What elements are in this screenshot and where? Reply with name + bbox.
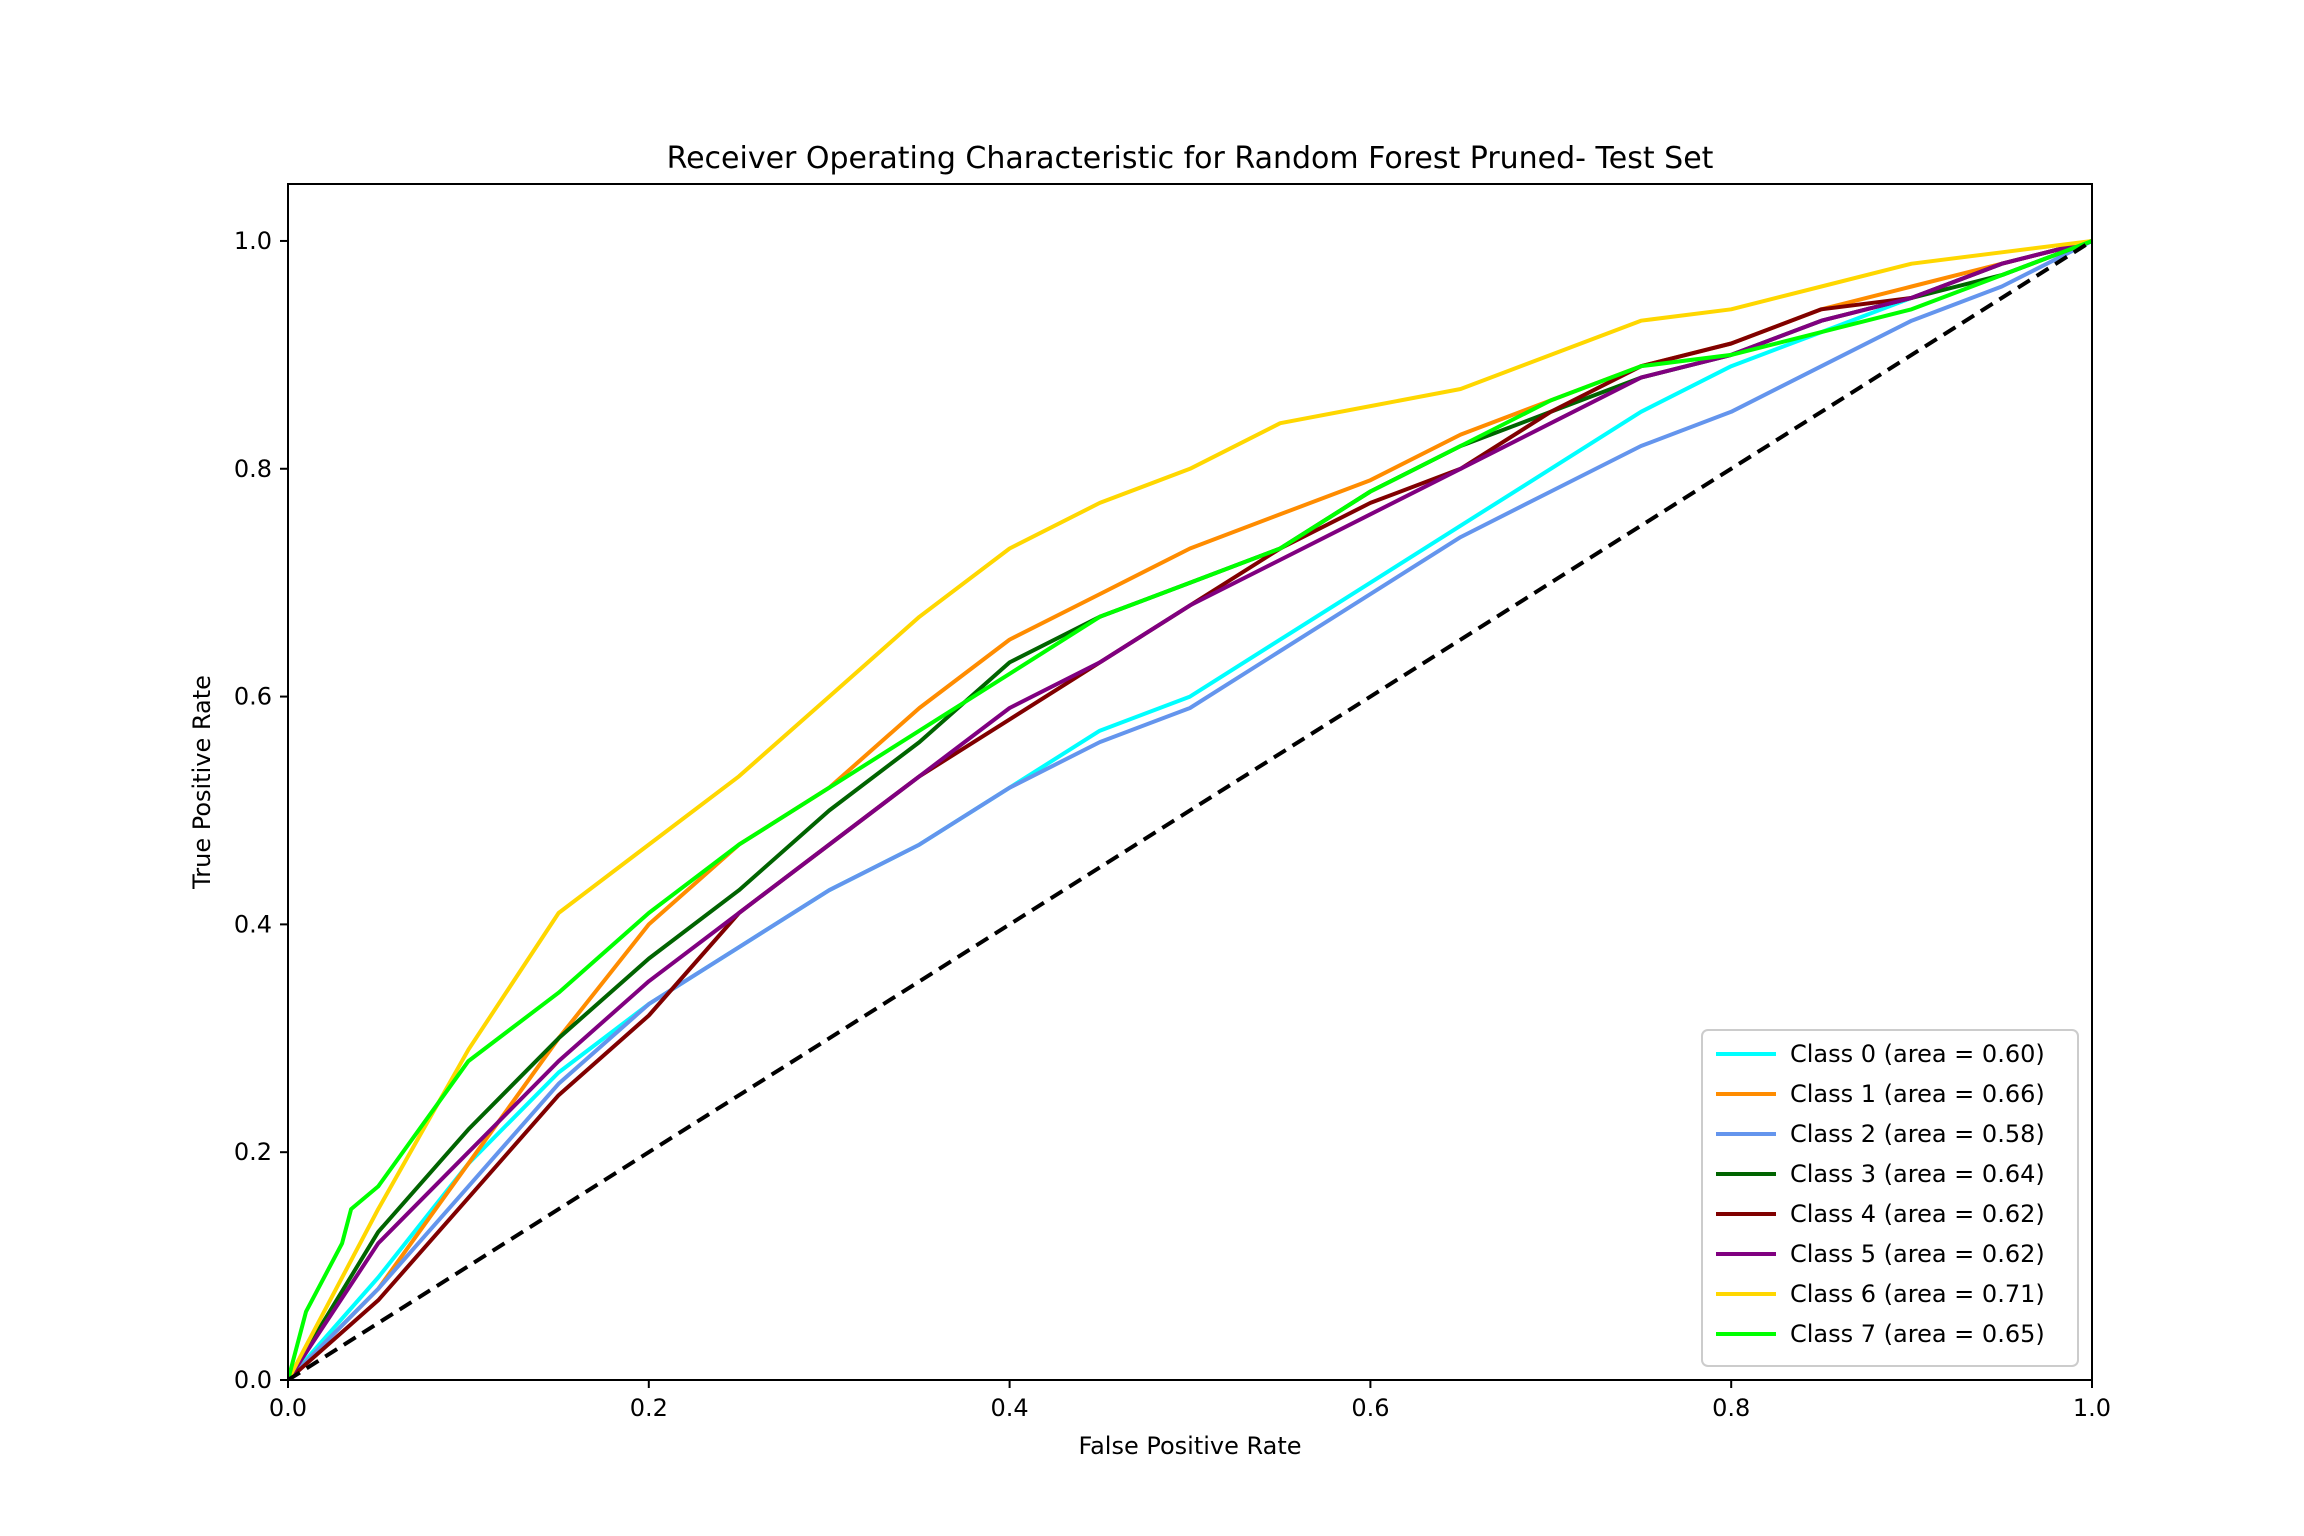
- x-tick-label: 0.6: [1351, 1394, 1389, 1422]
- legend-label-class-2: Class 2 (area = 0.58): [1790, 1120, 2045, 1148]
- legend-label-class-4: Class 4 (area = 0.62): [1790, 1200, 2045, 1228]
- y-tick-label: 0.0: [234, 1366, 272, 1394]
- series-line-class-6: [288, 239, 2092, 1380]
- series-layer: [288, 239, 2092, 1380]
- series-line-class-2: [288, 239, 2092, 1380]
- y-tick-label: 0.2: [234, 1138, 272, 1166]
- legend-label-class-1: Class 1 (area = 0.66): [1790, 1080, 2045, 1108]
- legend: Class 0 (area = 0.60) Class 1 (area = 0.6…: [1701, 1029, 2079, 1367]
- y-axis-label: True Positive Rate: [188, 675, 216, 890]
- x-tick-label: 0.0: [269, 1394, 307, 1422]
- x-tick-label: 0.8: [1712, 1394, 1750, 1422]
- legend-label-class-6: Class 6 (area = 0.71): [1790, 1280, 2045, 1308]
- x-tick-label: 0.4: [991, 1394, 1029, 1422]
- legend-label-class-3: Class 3 (area = 0.64): [1790, 1160, 2045, 1188]
- x-tick-label: 1.0: [2073, 1394, 2111, 1422]
- y-axis: 0.0 0.2 0.4 0.6 0.8 1.0: [234, 227, 288, 1394]
- y-tick-label: 0.4: [234, 910, 272, 938]
- plot-frame: [287, 183, 2093, 1381]
- series-line-class-7: [288, 239, 2092, 1380]
- y-tick-label: 0.6: [234, 683, 272, 711]
- y-tick-label: 1.0: [234, 227, 272, 255]
- y-tick-label: 0.8: [234, 455, 272, 483]
- legend-box: [1701, 1029, 2079, 1367]
- series-line-class-0: [288, 239, 2092, 1380]
- chance-diagonal-line: [288, 239, 2092, 1380]
- plot-area: [287, 183, 2093, 1381]
- legend-label-class-5: Class 5 (area = 0.62): [1790, 1240, 2045, 1268]
- legend-label-class-7: Class 7 (area = 0.65): [1790, 1320, 2045, 1348]
- x-axis-label: False Positive Rate: [1078, 1432, 1301, 1460]
- legend-label-class-0: Class 0 (area = 0.60): [1790, 1040, 2045, 1068]
- series-line-class-5: [288, 239, 2092, 1380]
- chart-title: Receiver Operating Characteristic for Ra…: [667, 141, 1714, 176]
- x-axis: 0.0 0.2 0.4 0.6 0.8 1.0: [269, 1380, 2111, 1422]
- x-tick-label: 0.2: [630, 1394, 668, 1422]
